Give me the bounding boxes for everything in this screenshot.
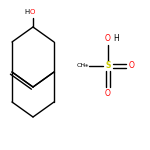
Text: CH₃: CH₃ <box>77 63 88 69</box>
Text: —: — <box>82 63 88 69</box>
Text: H: H <box>113 34 119 43</box>
Text: H: H <box>25 9 30 15</box>
Text: O: O <box>128 61 134 70</box>
Text: S: S <box>105 61 111 70</box>
Text: O: O <box>30 9 35 15</box>
Text: O: O <box>105 34 111 43</box>
Text: O: O <box>105 89 111 98</box>
